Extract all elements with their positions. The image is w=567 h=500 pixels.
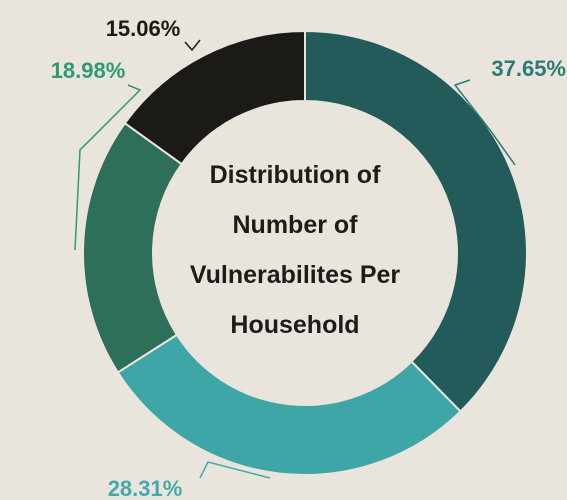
donut-slice (116, 333, 462, 476)
data-label: 15.06% (106, 16, 181, 41)
data-label: 18.98% (51, 58, 126, 83)
leader-line (74, 84, 142, 251)
leader-line (453, 79, 516, 166)
data-label: 28.31% (108, 476, 183, 500)
chart-title: Distribution of Number of Vulnerabilites… (189, 161, 401, 339)
leader-line (184, 39, 201, 52)
data-label: 37.65% (491, 56, 566, 81)
donut-slice (82, 121, 184, 374)
donut-slice (304, 29, 528, 413)
leader-line (199, 461, 271, 479)
donut-slice (123, 29, 306, 166)
